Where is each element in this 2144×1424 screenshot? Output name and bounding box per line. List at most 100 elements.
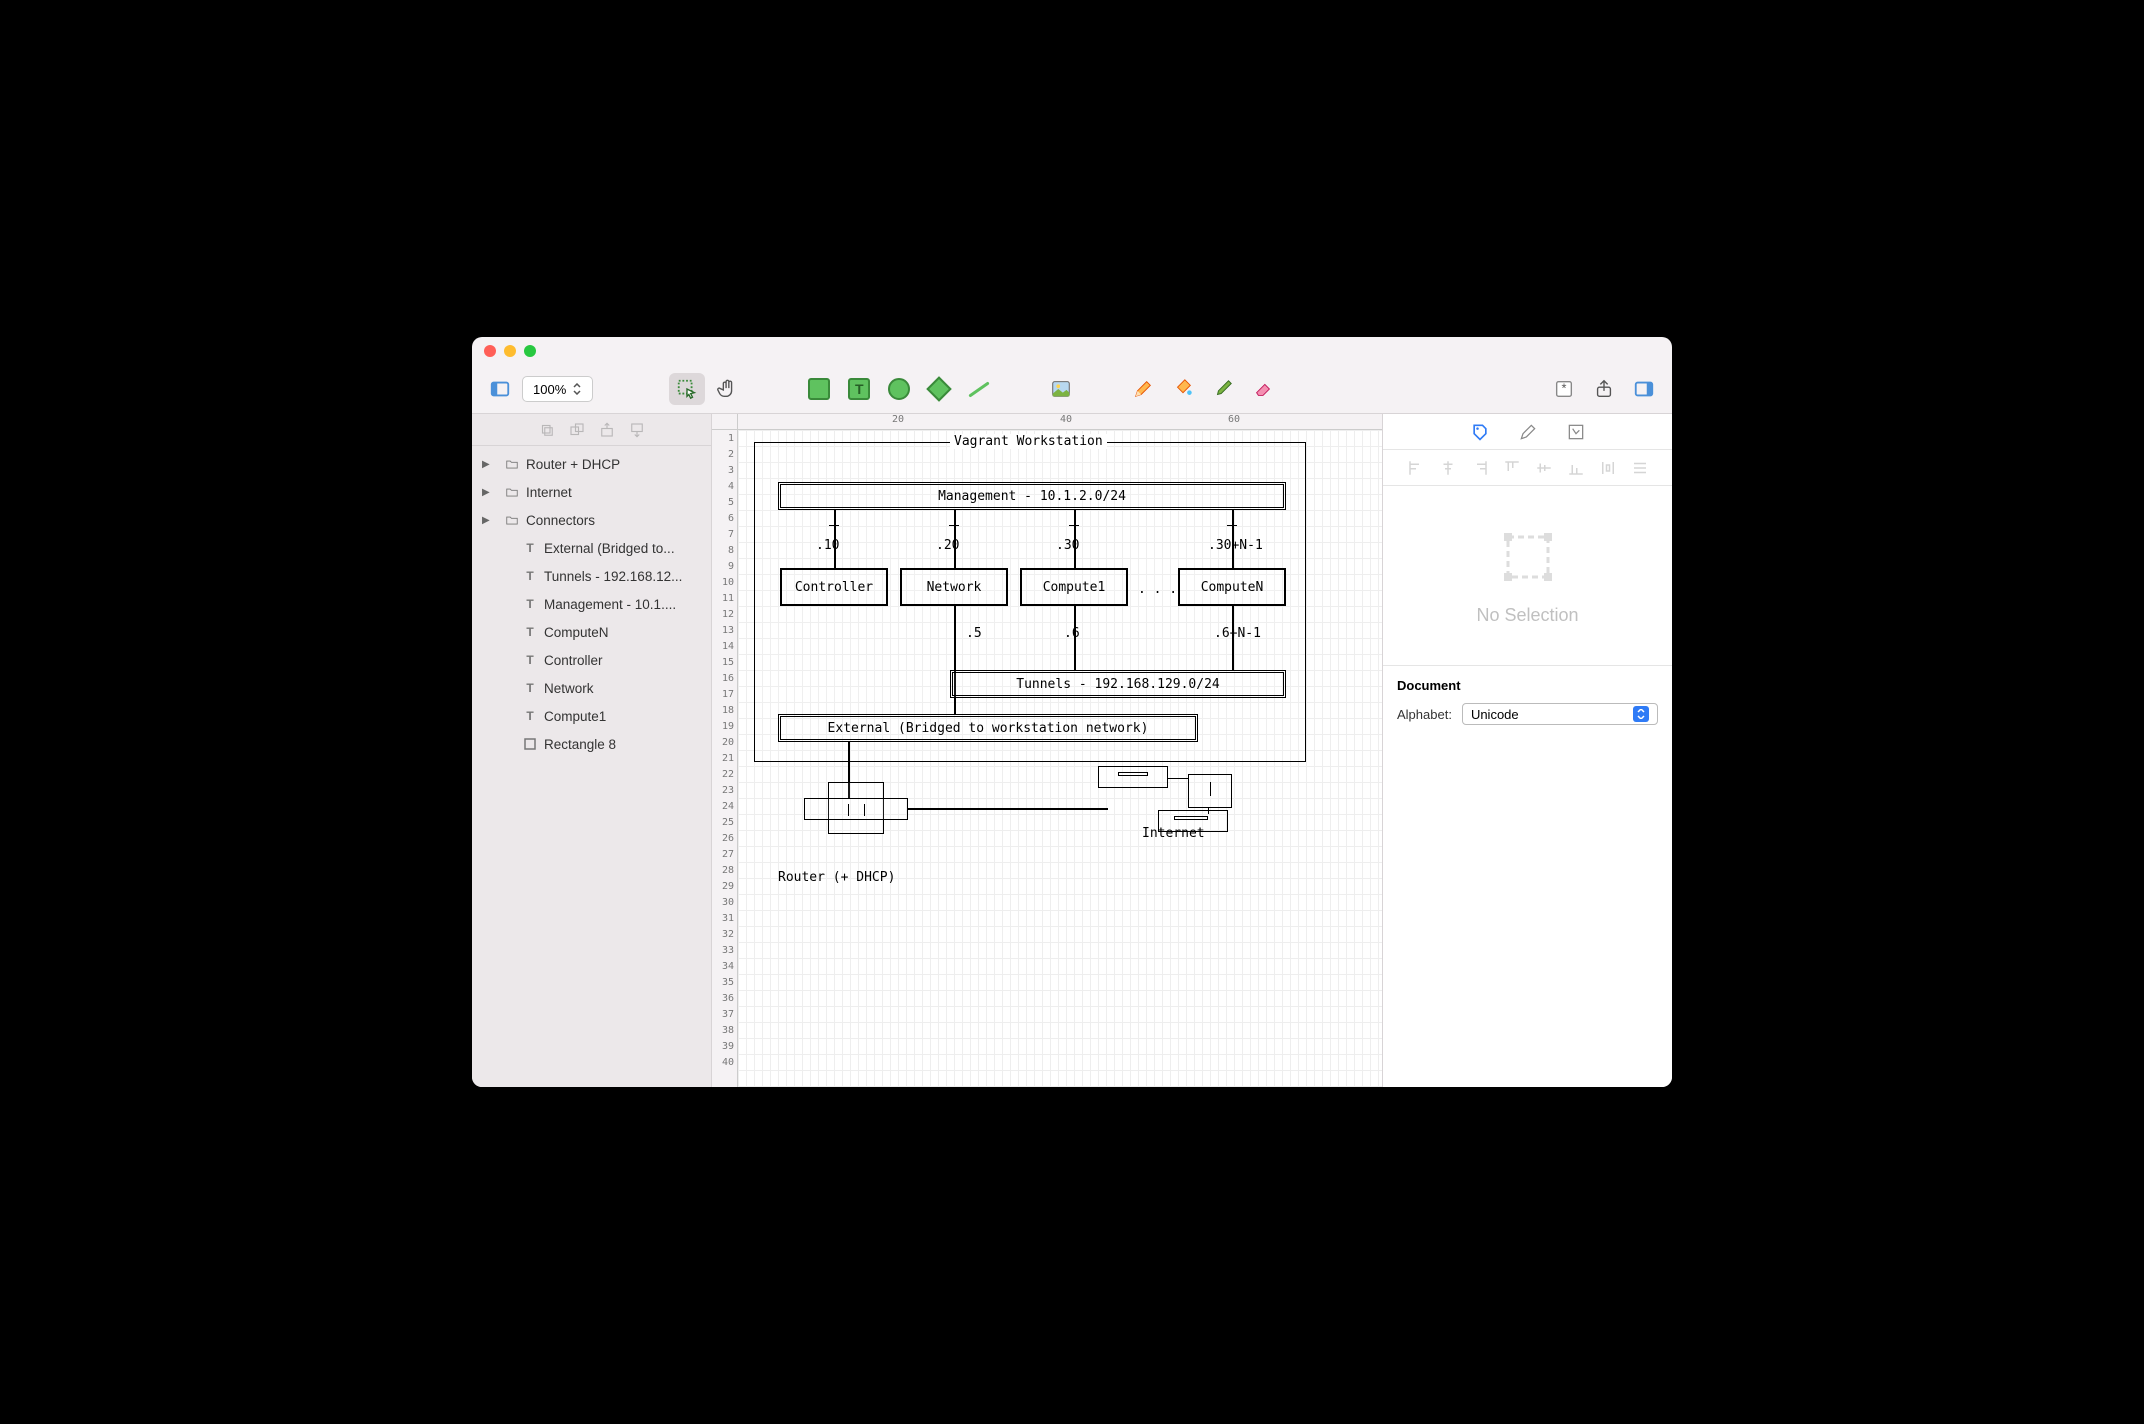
brush-tool-button[interactable] xyxy=(1205,373,1241,405)
layer-item[interactable]: Rectangle 8 xyxy=(472,730,711,758)
toolbar: 100% T xyxy=(472,365,1672,413)
layer-type-icon: T xyxy=(522,681,538,695)
layer-item[interactable]: T Management - 10.1.... xyxy=(472,590,711,618)
zoom-value: 100% xyxy=(533,382,566,397)
canvas-area[interactable]: 204060 123456789101112131415161718192021… xyxy=(712,414,1382,1087)
window-close-button[interactable] xyxy=(484,345,496,357)
layer-type-icon: T xyxy=(522,569,538,583)
alphabet-label: Alphabet: xyxy=(1397,707,1452,722)
layer-type-icon xyxy=(504,457,520,471)
chevron-right-icon: ▶ xyxy=(482,459,492,470)
inspector-icon xyxy=(1633,378,1655,400)
layer-up-icon[interactable] xyxy=(598,421,616,439)
zoom-select[interactable]: 100% xyxy=(522,376,593,402)
titlebar xyxy=(472,337,1672,365)
text-tool-icon: T xyxy=(848,378,870,400)
select-tool-button[interactable] xyxy=(669,373,705,405)
alphabet-select[interactable]: Unicode xyxy=(1462,703,1658,725)
select-tool-icon xyxy=(676,378,698,400)
inspector-toggle-button[interactable] xyxy=(1626,373,1662,405)
inspector-sidebar: No Selection Document Alphabet: Unicode xyxy=(1382,414,1672,1087)
layer-item[interactable]: T Network xyxy=(472,674,711,702)
rect-tool-button[interactable] xyxy=(801,373,837,405)
layer-item[interactable]: ▶ Router + DHCP xyxy=(472,450,711,478)
layer-item[interactable]: T Tunnels - 192.168.12... xyxy=(472,562,711,590)
layer-item[interactable]: ▶Connectors xyxy=(472,506,711,534)
diamond-tool-icon xyxy=(927,376,952,401)
align-center-h-icon[interactable] xyxy=(1439,459,1457,477)
align-toolbar xyxy=(1383,450,1672,486)
main-area: ▶ Router + DHCP ▶ Internet ▶Connectors T Exter… xyxy=(472,413,1672,1087)
align-top-icon[interactable] xyxy=(1503,459,1521,477)
hand-tool-icon xyxy=(716,378,738,400)
layer-duplicate-icon[interactable] xyxy=(538,421,556,439)
brush-icon xyxy=(1212,378,1234,400)
layer-label: Connectors xyxy=(526,513,703,528)
edit-tab-icon[interactable] xyxy=(1518,422,1538,442)
settings-icon: * xyxy=(1553,378,1575,400)
document-section: Document Alphabet: Unicode xyxy=(1383,666,1672,737)
export-icon xyxy=(1593,378,1615,400)
layer-item[interactable]: TCompute1 xyxy=(472,702,711,730)
layer-type-icon: T xyxy=(522,625,538,639)
layer-label: Router + DHCP xyxy=(526,457,703,472)
line-tool-button[interactable] xyxy=(961,373,997,405)
align-left-icon[interactable] xyxy=(1407,459,1425,477)
layer-label: Compute1 xyxy=(544,709,703,724)
eraser-icon xyxy=(1252,378,1274,400)
layer-label: External (Bridged to... xyxy=(544,541,703,556)
distribute-h-icon[interactable] xyxy=(1599,459,1617,477)
svg-text:*: * xyxy=(1562,381,1567,396)
metrics-tab-icon[interactable] xyxy=(1566,422,1586,442)
layer-item[interactable]: ▶ Internet xyxy=(472,478,711,506)
eraser-tool-button[interactable] xyxy=(1245,373,1281,405)
no-selection-panel: No Selection xyxy=(1383,486,1672,666)
select-arrow-icon xyxy=(1633,706,1649,722)
circle-tool-button[interactable] xyxy=(881,373,917,405)
layer-item[interactable]: T External (Bridged to... xyxy=(472,534,711,562)
document-section-title: Document xyxy=(1397,678,1658,693)
layer-label: Controller xyxy=(544,653,703,668)
layer-label: Management - 10.1.... xyxy=(544,597,703,612)
layer-toolbar xyxy=(472,414,711,446)
layer-label: Tunnels - 192.168.12... xyxy=(544,569,703,584)
layer-down-icon[interactable] xyxy=(628,421,646,439)
layer-group-icon[interactable] xyxy=(568,421,586,439)
layer-item[interactable]: T ComputeN xyxy=(472,618,711,646)
layers-sidebar: ▶ Router + DHCP ▶ Internet ▶Connectors T Exter… xyxy=(472,414,712,1087)
ruler-horizontal: 204060 xyxy=(738,414,1382,430)
style-tab-icon[interactable] xyxy=(1470,422,1490,442)
no-selection-label: No Selection xyxy=(1476,605,1578,626)
ruler-vertical: 1234567891011121314151617181920212223242… xyxy=(712,430,738,1087)
image-tool-button[interactable] xyxy=(1043,373,1079,405)
diamond-tool-button[interactable] xyxy=(921,373,957,405)
pencil-tool-button[interactable] xyxy=(1125,373,1161,405)
layer-type-icon: T xyxy=(522,653,538,667)
layer-label: ComputeN xyxy=(544,625,703,640)
inspector-tabs xyxy=(1383,414,1672,450)
distribute-v-icon[interactable] xyxy=(1631,459,1649,477)
bucket-tool-button[interactable] xyxy=(1165,373,1201,405)
chevron-right-icon: ▶ xyxy=(482,487,492,498)
export-button[interactable] xyxy=(1586,373,1622,405)
align-right-icon[interactable] xyxy=(1471,459,1489,477)
layer-label: Network xyxy=(544,681,703,696)
window-zoom-button[interactable] xyxy=(524,345,536,357)
layer-label: Internet xyxy=(526,485,703,500)
pencil-icon xyxy=(1132,378,1154,400)
align-bottom-icon[interactable] xyxy=(1567,459,1585,477)
layer-item[interactable]: T Controller xyxy=(472,646,711,674)
ruler-corner xyxy=(712,414,738,430)
app-window: 100% T xyxy=(472,337,1672,1087)
layer-type-icon xyxy=(522,738,538,750)
text-tool-button[interactable]: T xyxy=(841,373,877,405)
layer-type-icon: T xyxy=(522,597,538,611)
hand-tool-button[interactable] xyxy=(709,373,745,405)
window-minimize-button[interactable] xyxy=(504,345,516,357)
align-center-v-icon[interactable] xyxy=(1535,459,1553,477)
settings-button[interactable]: * xyxy=(1546,373,1582,405)
image-icon xyxy=(1050,378,1072,400)
sidebar-toggle-button[interactable] xyxy=(482,373,518,405)
layer-type-icon: T xyxy=(522,541,538,555)
rect-tool-icon xyxy=(808,378,830,400)
